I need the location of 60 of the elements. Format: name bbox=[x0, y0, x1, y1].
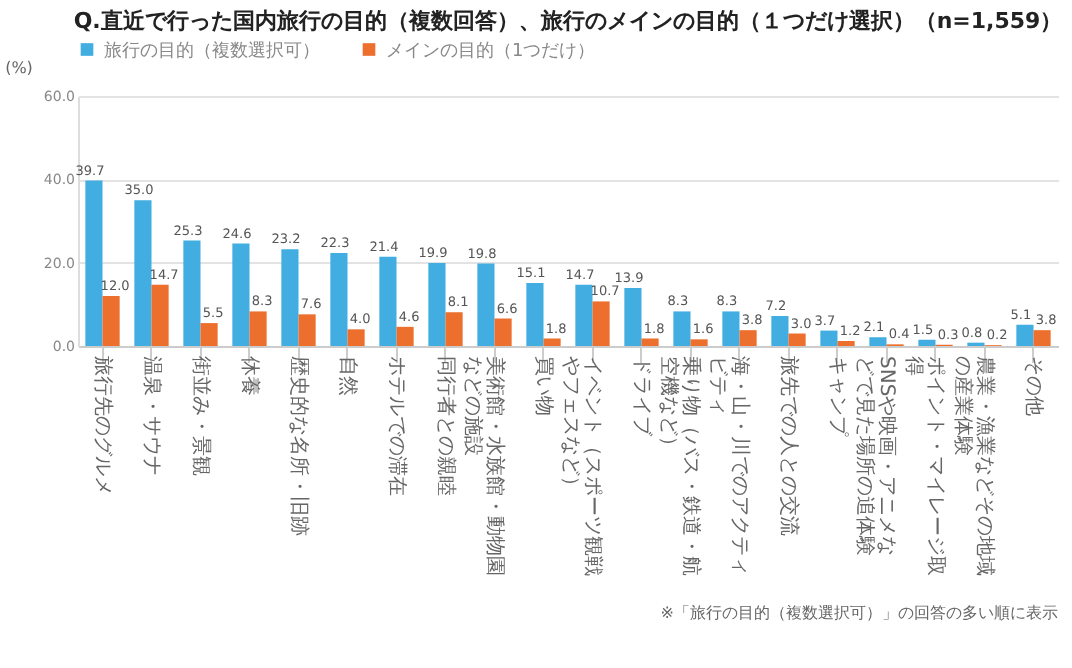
bar bbox=[102, 296, 120, 346]
bar bbox=[85, 180, 103, 346]
bar bbox=[151, 284, 169, 346]
bar bbox=[298, 314, 316, 346]
x-tick-label: その他 bbox=[1021, 356, 1046, 416]
x-tick-label: SNSや映画・アニメなどで見た場所の追体験 bbox=[852, 356, 899, 557]
legend-label: 旅行の目的（複数選択可） bbox=[104, 39, 320, 62]
x-tick-label: ポイント・マイレージ取得 bbox=[901, 356, 946, 576]
bar bbox=[494, 318, 512, 346]
bar bbox=[1016, 324, 1034, 346]
bar bbox=[347, 329, 365, 346]
text: ※「旅行の目的（複数選択可）」の回答の多い順に表示 bbox=[660, 604, 1058, 622]
bar bbox=[739, 330, 757, 346]
bar bbox=[330, 253, 348, 346]
bar bbox=[624, 288, 642, 346]
bar bbox=[543, 338, 561, 346]
x-tick-label: イベント（スポーツ観戦やフェスなど） bbox=[558, 356, 605, 576]
bar bbox=[673, 311, 691, 346]
x-tick-label: ドライブ bbox=[629, 356, 654, 438]
bar bbox=[428, 263, 446, 346]
y-axis-title: (%) bbox=[5, 59, 33, 77]
bar bbox=[788, 333, 806, 346]
x-tick-label: 農業・漁業などその地域の産業体験 bbox=[950, 356, 997, 576]
x-tick-label: 買い物 bbox=[531, 356, 554, 416]
x-tick-label: 自然 bbox=[335, 356, 360, 396]
bar bbox=[575, 284, 593, 346]
bar bbox=[477, 263, 495, 346]
bar bbox=[771, 316, 789, 346]
bar bbox=[641, 338, 659, 346]
chart-title: Q.直近で行った国内旅行の目的（複数回答）、旅行のメインの目的（１つだけ選択）（n=1,559） bbox=[73, 8, 1063, 34]
bar bbox=[918, 339, 936, 346]
bar bbox=[526, 283, 544, 346]
x-tick-label: 休養 bbox=[237, 356, 262, 396]
x-tick-label: キャンプ bbox=[825, 356, 850, 438]
bar bbox=[690, 339, 708, 346]
bar bbox=[249, 311, 267, 346]
x-tick-label: ホテルでの滞在 bbox=[384, 356, 409, 496]
bar bbox=[183, 240, 201, 346]
bar bbox=[200, 323, 218, 346]
x-tick-label: 美術館・水族館・動物園などの施設 bbox=[460, 356, 507, 576]
bar bbox=[379, 256, 397, 346]
bar bbox=[232, 243, 250, 346]
bar bbox=[134, 200, 152, 346]
bar bbox=[592, 301, 610, 346]
bar bbox=[1033, 330, 1051, 346]
x-tick-label: 旅先での人との交流 bbox=[776, 356, 801, 536]
x-tick-label: 旅行先のグルメ bbox=[90, 356, 115, 496]
legend-label: メインの目的（1つだけ） bbox=[386, 39, 596, 62]
bar bbox=[445, 312, 463, 346]
x-tick-label: 温泉・サウナ bbox=[139, 356, 164, 476]
x-tick-label: 乗り物（バス・鉄道・航空機など） bbox=[656, 356, 703, 576]
bar bbox=[820, 330, 838, 346]
bar bbox=[722, 311, 740, 346]
bar bbox=[396, 326, 414, 346]
bar bbox=[869, 337, 887, 346]
x-tick-label: 歴史的な名所・旧跡 bbox=[286, 356, 311, 536]
x-tick-label: 海・山・川でのアクティビティ bbox=[705, 356, 752, 576]
x-tick-label: 同行者との親睦 bbox=[433, 356, 458, 496]
x-tick-label: 街並み・景観 bbox=[188, 356, 213, 476]
bar bbox=[281, 249, 299, 346]
